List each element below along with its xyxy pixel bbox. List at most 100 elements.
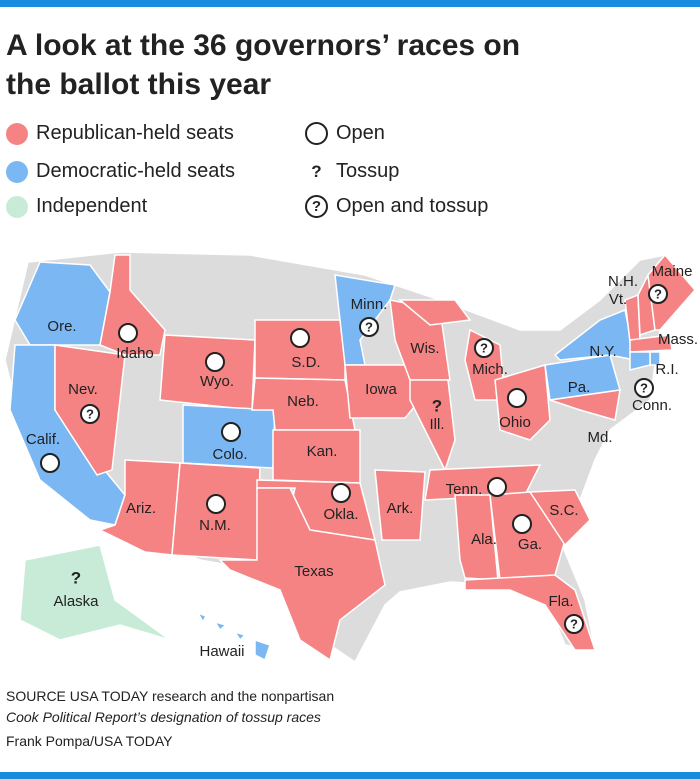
state-shape (196, 611, 208, 624)
open-marker (290, 328, 310, 348)
legend-label: Independent (36, 195, 148, 217)
state-shape (344, 364, 421, 419)
state-label: N.H. (608, 273, 638, 290)
open-marker (40, 453, 60, 473)
open-marker (206, 494, 226, 514)
state-label: R.I. (655, 361, 678, 378)
top-bar (0, 0, 700, 7)
state-label: Wis. (410, 340, 439, 357)
state-shape (549, 389, 621, 421)
legend-icon: ? (311, 161, 322, 181)
title: A look at the 36 governors’ races on the… (6, 29, 521, 101)
open-marker (507, 388, 527, 408)
state-label: Md. (587, 429, 612, 446)
state-shape (218, 487, 386, 662)
legend-item: Independent (6, 195, 147, 218)
tossup-marker: ? (71, 568, 81, 587)
state-label: Ill. (430, 416, 445, 433)
state-label: Okla. (323, 506, 358, 523)
legend-swatch (6, 160, 28, 183)
state-shape (19, 544, 171, 641)
state-label: N.M. (199, 517, 231, 534)
state-label: S.D. (291, 354, 320, 371)
state-shape (254, 638, 271, 662)
legend-label: Democratic-held seats (36, 160, 235, 182)
state-shape (464, 574, 597, 651)
legend-item: Democratic-held seats (6, 160, 235, 183)
state-label: Kan. (307, 443, 338, 460)
state-shape (213, 620, 228, 632)
legend-label: Open (336, 122, 385, 144)
state-label: Mich. (472, 361, 508, 378)
state-shape (397, 299, 472, 326)
legend-icon (305, 122, 328, 145)
state-label: Fla. (548, 593, 573, 610)
state-label: Calif. (26, 431, 60, 448)
state-shape (629, 351, 651, 371)
legend-label: Republican-held seats (36, 122, 234, 144)
state-label: Ariz. (126, 500, 156, 517)
state-label: Ark. (387, 500, 414, 517)
state-label: Ala. (471, 531, 497, 548)
legend-item: Republican-held seats (6, 122, 234, 145)
state-label: Neb. (287, 393, 319, 410)
tossup-marker: ? (640, 380, 648, 395)
state-shape (528, 489, 591, 547)
source: Cook Political Report’s designation of t… (6, 709, 321, 725)
credit: Frank Pompa/USA TODAY (6, 733, 173, 749)
tossup-marker: ? (654, 286, 662, 301)
legend-swatch (6, 195, 28, 218)
open-marker (118, 323, 138, 343)
state-label: Tenn. (446, 481, 483, 498)
open-marker (221, 422, 241, 442)
state-label: Colo. (212, 446, 247, 463)
state-label: Idaho (116, 345, 154, 362)
open-marker (331, 483, 351, 503)
state-label: Wyo. (200, 373, 234, 390)
legend-item: Open (305, 122, 385, 145)
state-label: Vt. (609, 291, 627, 308)
state-shape (374, 469, 426, 541)
state-shape (233, 630, 247, 642)
legend-swatch (6, 122, 28, 145)
open-marker (205, 352, 225, 372)
state-label: Minn. (351, 296, 388, 313)
open-marker (634, 378, 654, 398)
state-label: Nev. (68, 381, 98, 398)
open-marker (564, 614, 584, 634)
tossup-marker: ? (86, 406, 94, 421)
tossup-marker: ? (480, 340, 488, 355)
open-marker (359, 317, 379, 337)
legend-label: Open and tossup (336, 195, 489, 217)
state-label: Texas (294, 563, 333, 580)
tossup-marker: ? (365, 319, 373, 334)
state-shape (647, 253, 696, 331)
state-label: Alaska (53, 593, 99, 610)
state-shape (629, 334, 673, 353)
state-label: Mass. (658, 331, 698, 348)
state-label: Hawaii (199, 643, 244, 660)
source: SOURCE USA TODAY research and the nonpar… (6, 688, 335, 704)
legend-icon: ? (305, 195, 328, 218)
state-label: Pa. (568, 379, 591, 396)
bottom-bar (0, 772, 700, 779)
legend-item: ? Open and tossup (305, 195, 488, 218)
state-label: Maine (652, 263, 693, 280)
state-label: Iowa (365, 381, 397, 398)
state-shape (99, 254, 166, 356)
open-marker (512, 514, 532, 534)
tossup-marker: ? (570, 616, 578, 631)
state-shape (489, 491, 566, 581)
state-label: Ohio (499, 414, 531, 431)
legend-label: Tossup (336, 160, 400, 182)
state-label: S.C. (549, 502, 578, 519)
state-label: Ore. (47, 318, 76, 335)
open-marker (487, 477, 507, 497)
state-label: Ga. (518, 536, 542, 553)
open-marker (474, 338, 494, 358)
open-marker (80, 404, 100, 424)
state-label: Conn. (632, 397, 672, 414)
state-label: N.Y. (589, 343, 616, 360)
